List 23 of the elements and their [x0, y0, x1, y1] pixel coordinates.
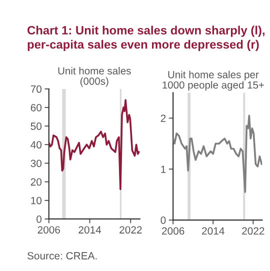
- x-tick-label: 2014: [78, 226, 102, 234]
- x-tick-label: 2006: [162, 227, 184, 235]
- y-tick-label: 2: [160, 114, 166, 122]
- y-tick-label: 1: [161, 166, 166, 173]
- y-tick-label: 50: [30, 122, 42, 130]
- y-tick-label: 70: [30, 85, 42, 93]
- y-tick-label: 0: [160, 216, 166, 224]
- x-tick-label: 2014: [202, 227, 224, 235]
- x-tick-label: 2022: [120, 226, 142, 234]
- y-tick-label: 40: [30, 141, 42, 149]
- x-tick-label: 2006: [38, 226, 60, 234]
- chart-title: Chart 1: Unit home sales down sharply (l), per-capita sales even more depressed (r): [27, 26, 264, 52]
- y-tick-label: 0: [36, 215, 42, 223]
- y-tick-label: 20: [30, 178, 42, 186]
- source-note: Source: CREA.: [27, 252, 97, 260]
- y-tick-label: 30: [30, 160, 42, 168]
- x-tick-label: 2022: [242, 227, 264, 235]
- line-series: [173, 114, 262, 193]
- line-series: [48, 99, 140, 190]
- y-tick-label: 60: [30, 104, 42, 112]
- chart-subtitle: Unit home sales per 1000 people aged 15+: [162, 70, 264, 91]
- chart-subtitle: Unit home sales (000s): [58, 66, 131, 87]
- y-tick-label: 10: [31, 196, 42, 204]
